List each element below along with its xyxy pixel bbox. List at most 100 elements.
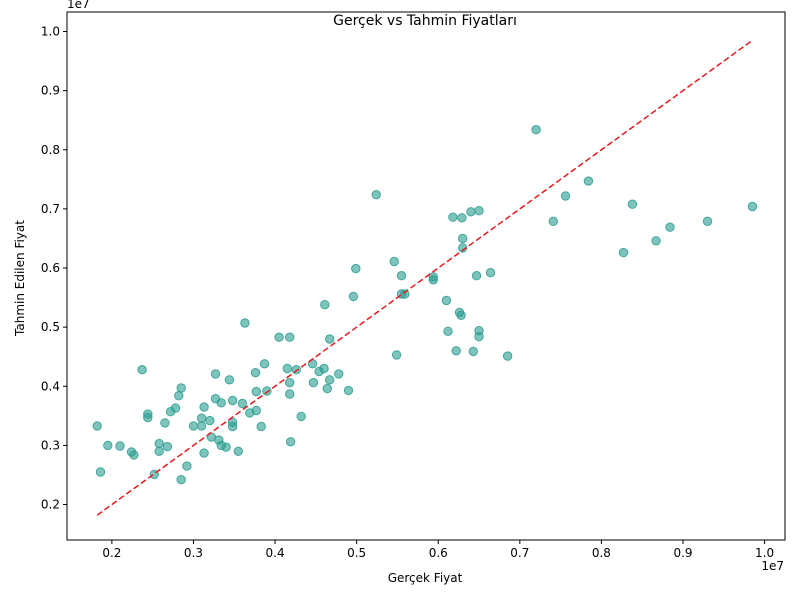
data-point bbox=[325, 375, 335, 385]
data-point bbox=[428, 275, 438, 285]
x-tick-label: 0.7 bbox=[510, 546, 529, 560]
data-point bbox=[320, 300, 330, 310]
data-point bbox=[259, 359, 270, 369]
data-point bbox=[199, 402, 209, 412]
data-point bbox=[240, 318, 250, 328]
data-point bbox=[702, 216, 713, 227]
data-point bbox=[176, 383, 186, 393]
y-tick-label: 0.7 bbox=[41, 202, 60, 216]
x-axis-offset-label: 1e7 bbox=[761, 559, 784, 573]
data-point bbox=[319, 363, 329, 374]
data-point bbox=[160, 418, 170, 428]
data-point bbox=[665, 222, 675, 232]
data-point bbox=[627, 199, 638, 209]
y-tick-label: 0.9 bbox=[41, 84, 60, 98]
data-point bbox=[199, 448, 209, 458]
data-point bbox=[502, 351, 513, 361]
data-point bbox=[451, 346, 461, 356]
y-tick-label: 0.2 bbox=[41, 498, 60, 512]
x-tick-label: 1.0 bbox=[755, 546, 774, 560]
y-tick-label: 0.5 bbox=[41, 320, 60, 334]
data-point bbox=[210, 369, 221, 379]
data-point bbox=[474, 206, 484, 216]
data-point bbox=[129, 450, 139, 460]
data-point bbox=[216, 398, 226, 408]
data-point bbox=[348, 291, 359, 302]
data-point bbox=[458, 233, 468, 244]
data-point bbox=[343, 385, 354, 396]
data-point bbox=[651, 236, 661, 246]
data-point bbox=[747, 201, 758, 212]
data-point bbox=[250, 368, 261, 378]
data-point bbox=[176, 475, 186, 485]
data-point bbox=[583, 176, 594, 186]
data-point bbox=[154, 438, 164, 449]
data-point bbox=[285, 437, 296, 447]
x-axis-label: Gerçek Fiyat bbox=[388, 571, 463, 585]
data-point bbox=[285, 378, 295, 388]
data-point bbox=[182, 461, 192, 471]
data-point bbox=[282, 363, 292, 374]
data-point bbox=[458, 243, 468, 253]
data-point bbox=[456, 310, 466, 320]
data-point bbox=[618, 247, 629, 258]
data-point bbox=[351, 263, 361, 274]
reference-line bbox=[96, 39, 753, 516]
data-point bbox=[474, 331, 484, 342]
data-point bbox=[400, 289, 410, 299]
data-point bbox=[233, 446, 244, 456]
y-tick-label: 0.3 bbox=[41, 438, 60, 452]
data-point bbox=[371, 190, 381, 200]
data-point bbox=[531, 125, 541, 135]
x-tick-label: 0.6 bbox=[429, 546, 448, 560]
data-point bbox=[443, 326, 453, 336]
y-tick-label: 1.0 bbox=[41, 25, 60, 39]
y-tick-label: 0.6 bbox=[41, 261, 60, 275]
data-point bbox=[237, 398, 248, 409]
y-axis-label: Tahmin Edilen Fiyat bbox=[13, 220, 27, 337]
x-tick-label: 0.5 bbox=[347, 546, 366, 560]
data-point bbox=[256, 421, 266, 432]
data-point bbox=[188, 421, 199, 431]
data-point bbox=[221, 442, 231, 452]
data-point bbox=[196, 421, 207, 431]
data-point bbox=[274, 332, 284, 342]
data-point bbox=[457, 213, 467, 223]
data-point bbox=[103, 440, 113, 451]
data-point bbox=[391, 350, 402, 360]
x-tick-label: 0.3 bbox=[184, 546, 203, 560]
chart-title: Gerçek vs Tahmin Fiyatları bbox=[333, 13, 517, 29]
data-point bbox=[285, 389, 295, 399]
x-tick-label: 0.8 bbox=[592, 546, 611, 560]
data-point bbox=[115, 441, 125, 451]
data-point bbox=[227, 395, 238, 406]
data-point bbox=[291, 365, 301, 375]
y-axis-offset-label: 1e7 bbox=[67, 0, 90, 11]
data-point bbox=[170, 403, 181, 413]
data-point bbox=[162, 441, 173, 452]
data-point bbox=[137, 365, 147, 375]
data-point bbox=[224, 375, 235, 385]
data-point bbox=[92, 421, 102, 431]
data-point bbox=[322, 383, 332, 394]
x-tick-label: 0.9 bbox=[673, 546, 692, 560]
data-point bbox=[448, 212, 458, 222]
data-point bbox=[285, 332, 295, 342]
data-point bbox=[174, 391, 184, 401]
data-point bbox=[466, 207, 476, 217]
data-point bbox=[396, 271, 407, 281]
data-point bbox=[325, 334, 335, 344]
data-point bbox=[471, 271, 482, 281]
data-point bbox=[262, 386, 272, 396]
data-point bbox=[154, 446, 164, 456]
data-point bbox=[251, 386, 261, 397]
data-point bbox=[308, 378, 319, 388]
y-axis-ticks: 0.2 0.3 0.4 0.5 0.6 0.7 0.8 0.9 1.0 bbox=[41, 25, 67, 512]
data-point bbox=[95, 467, 106, 477]
data-point bbox=[441, 295, 452, 306]
data-point bbox=[468, 346, 478, 357]
data-point bbox=[296, 411, 306, 422]
data-point bbox=[205, 415, 215, 426]
data-point bbox=[196, 413, 207, 423]
